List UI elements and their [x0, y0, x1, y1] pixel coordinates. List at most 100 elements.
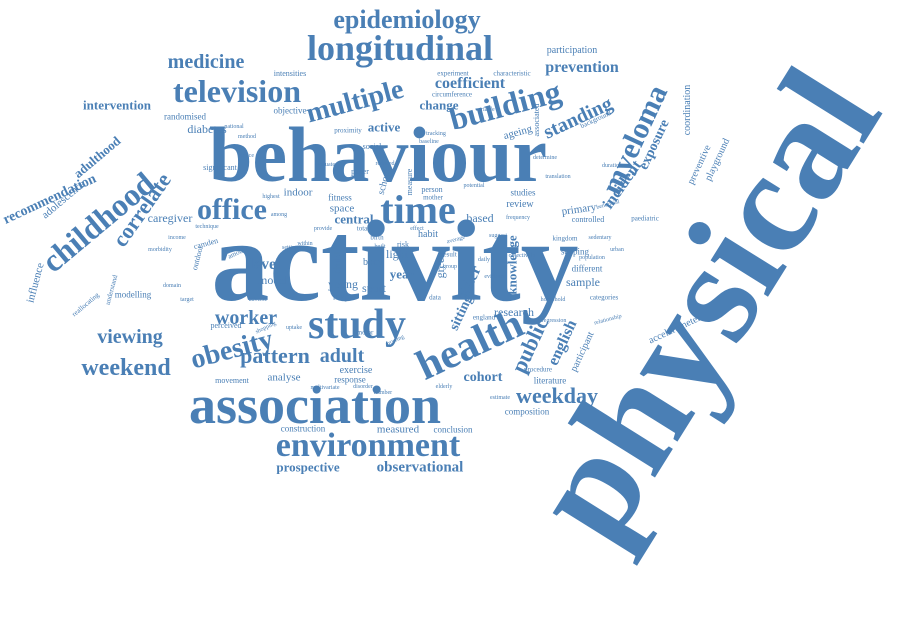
- word-mvpa: mvpa: [333, 291, 353, 302]
- word-evidence: evidence: [484, 274, 506, 280]
- word-regression: regression: [541, 318, 567, 324]
- word-population: population: [579, 255, 605, 261]
- word-potential: potential: [463, 183, 485, 189]
- word-estimate: estimate: [490, 395, 510, 401]
- word-intensities: intensities: [273, 69, 307, 78]
- word-viewing: viewing: [97, 326, 163, 348]
- word-associated: associated: [532, 103, 541, 137]
- word-perceived: perceived: [210, 321, 242, 330]
- word-group: group: [443, 264, 457, 270]
- word-reduce: reduce: [238, 153, 254, 159]
- word-national: national: [224, 124, 244, 130]
- word-knowledge: knowledge: [504, 235, 520, 295]
- word-procedure: procedure: [524, 365, 552, 374]
- word-variable: variable: [475, 107, 495, 113]
- word-mother: mother: [423, 193, 443, 202]
- word-different: different: [571, 263, 603, 274]
- word-influence: influence: [24, 261, 47, 305]
- word-model: model: [258, 273, 288, 287]
- word-person: person: [421, 185, 443, 194]
- word-pattern: pattern: [240, 343, 310, 368]
- word-provide: provide: [313, 226, 333, 232]
- word-translation: translation: [545, 174, 571, 180]
- word-reduced: reduced: [375, 161, 395, 167]
- word-environment: environment: [275, 427, 461, 464]
- word-urban: urban: [610, 247, 624, 253]
- word-adulthood: adulthood: [70, 133, 124, 181]
- word-exercise: exercise: [339, 365, 373, 376]
- word-significant: significant: [203, 163, 237, 172]
- word-construction: construction: [280, 423, 326, 434]
- word-longitudinal: longitudinal: [306, 28, 494, 68]
- word-disorder: disorder: [353, 384, 373, 390]
- word-among: among: [270, 212, 288, 218]
- word-frequency: frequency: [506, 215, 530, 221]
- word-tracking: tracking: [426, 131, 446, 137]
- word-movement: movement: [215, 376, 249, 385]
- word-adverse: adverse: [248, 297, 268, 303]
- word-number: number: [373, 390, 393, 396]
- word-diabetes: diabetes: [187, 122, 227, 136]
- word-activity: activity: [211, 198, 579, 326]
- word-intervention: intervention: [83, 97, 151, 113]
- word-evaluate: evaluate: [315, 162, 335, 168]
- word-morbidity: morbidity: [148, 247, 172, 253]
- word-habit: habit: [418, 229, 438, 240]
- word-determine: determine: [533, 155, 557, 161]
- word-review: review: [506, 199, 534, 210]
- word-active: active: [367, 119, 401, 135]
- word-technique: technique: [195, 224, 219, 230]
- word-young: young: [328, 277, 358, 291]
- word-risk: risk: [397, 240, 409, 249]
- word-indoor: indoor: [283, 186, 313, 199]
- word-change: change: [419, 97, 459, 113]
- word-coefficient: coefficient: [434, 75, 506, 92]
- word-behaviour: behaviour: [208, 111, 548, 198]
- word-elderly: elderly: [435, 384, 453, 390]
- word-modelling: modelling: [114, 289, 152, 300]
- word-randomised: randomised: [164, 111, 206, 122]
- word-conclusion: conclusion: [433, 424, 473, 435]
- word-weekday: weekday: [516, 383, 598, 408]
- word-caregiver: caregiver: [147, 211, 193, 225]
- word-year: year: [389, 266, 415, 282]
- word-coordination: coordination: [682, 84, 693, 136]
- word-sport: sport: [362, 281, 386, 295]
- word-result: result: [441, 250, 457, 259]
- word-duration: duration: [602, 163, 622, 169]
- word-household: household: [540, 297, 566, 303]
- word-effect: effect: [410, 226, 424, 232]
- word-within: within: [297, 241, 313, 247]
- word-space: space: [329, 202, 355, 215]
- word-suggest: suggest: [489, 233, 507, 239]
- word-outdoor: outdoor: [189, 244, 206, 272]
- word-kingdom: kingdom: [552, 234, 578, 243]
- word-setting: setting: [282, 245, 298, 251]
- word-measured: measured: [376, 423, 420, 436]
- word-response: response: [334, 374, 366, 385]
- word-highest: highest: [262, 194, 280, 200]
- word-association: association: [188, 375, 442, 435]
- word-paediatric: paediatric: [631, 214, 659, 223]
- word-worker: worker: [214, 307, 278, 329]
- word-analyse: analyse: [267, 371, 301, 384]
- word-paper: paper: [351, 167, 369, 176]
- word-categories: categories: [589, 293, 619, 302]
- word-cohort: cohort: [463, 370, 503, 385]
- word-domain: domain: [163, 283, 181, 289]
- word-uptake: uptake: [286, 325, 302, 331]
- word-medicine: medicine: [167, 51, 245, 73]
- word-level: level: [249, 256, 281, 273]
- word-adult: adult: [319, 345, 365, 367]
- word-built: built: [374, 244, 386, 250]
- word-income: income: [168, 235, 186, 241]
- word-experiment: experiment: [437, 69, 469, 78]
- word-motor: motor: [356, 328, 374, 337]
- word-central: central: [334, 211, 374, 227]
- word-data: data: [429, 293, 441, 302]
- word-birth: birth: [370, 233, 384, 242]
- word-fitness: fitness: [328, 192, 352, 203]
- word-composition: composition: [504, 406, 550, 417]
- word-studies: studies: [510, 187, 536, 198]
